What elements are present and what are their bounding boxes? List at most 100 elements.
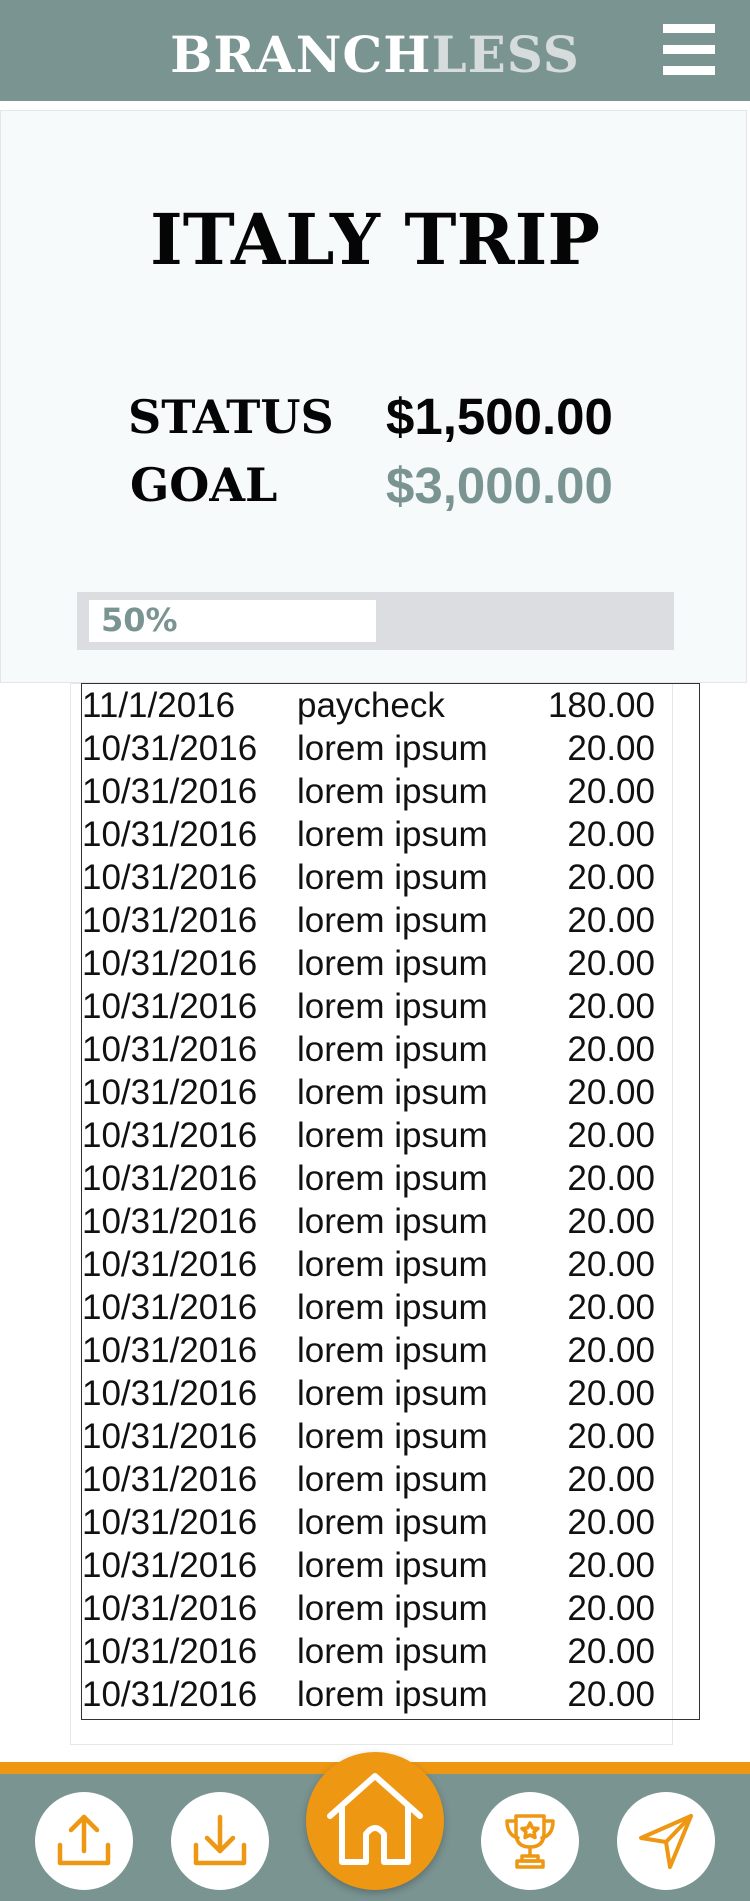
transaction-description: lorem ipsum (297, 1116, 488, 1155)
transaction-date: 10/31/2016 (82, 1030, 258, 1069)
transaction-description: paycheck (297, 686, 445, 725)
status-amount: $1,500.00 (386, 388, 613, 445)
transaction-description: lorem ipsum (297, 1331, 488, 1370)
transaction-amount: 20.00 (567, 815, 655, 854)
transactions-list[interactable]: 11/1/2016 paycheck 180.00 10/31/2016 lorem i… (81, 683, 700, 1720)
home-icon (327, 1773, 423, 1865)
transaction-date: 10/31/2016 (82, 1460, 258, 1499)
transaction-description: lorem ipsum (297, 1288, 488, 1327)
transaction-description: lorem ipsum (297, 1374, 488, 1413)
transaction-date: 10/31/2016 (82, 1288, 258, 1327)
progress-bar: 50% (77, 592, 674, 650)
transaction-row[interactable]: 10/31/2016 lorem ipsum 20.00 (82, 942, 699, 985)
transaction-amount: 20.00 (567, 1417, 655, 1456)
brand-primary: BRANCH (170, 25, 432, 84)
transaction-row[interactable]: 10/31/2016 lorem ipsum 20.00 (82, 1544, 699, 1587)
transaction-date: 10/31/2016 (82, 1159, 258, 1198)
transaction-date: 10/31/2016 (82, 858, 258, 897)
transaction-row[interactable]: 10/31/2016 lorem ipsum 20.00 (82, 1630, 699, 1673)
transaction-row[interactable]: 10/31/2016 lorem ipsum 20.00 (82, 1415, 699, 1458)
transaction-amount: 20.00 (567, 1503, 655, 1542)
transaction-row[interactable]: 10/31/2016 lorem ipsum 20.00 (82, 1114, 699, 1157)
transaction-date: 10/31/2016 (82, 1331, 258, 1370)
transaction-date: 10/31/2016 (82, 1632, 258, 1671)
transaction-date: 10/31/2016 (82, 1374, 258, 1413)
transaction-amount: 180.00 (547, 686, 655, 725)
transaction-amount: 20.00 (567, 944, 655, 983)
transaction-date: 10/31/2016 (82, 1417, 258, 1456)
brand-logo: BRANCHLESS (0, 30, 750, 80)
transaction-amount: 20.00 (567, 1632, 655, 1671)
transaction-row[interactable]: 10/31/2016 lorem ipsum 20.00 (82, 1028, 699, 1071)
transaction-amount: 20.00 (567, 1030, 655, 1069)
transaction-description: lorem ipsum (297, 858, 488, 897)
transaction-description: lorem ipsum (297, 1503, 488, 1542)
progress-bar-fill (89, 600, 376, 642)
transaction-row[interactable]: 10/31/2016 lorem ipsum 20.00 (82, 770, 699, 813)
transaction-description: lorem ipsum (297, 1632, 488, 1671)
send-button[interactable] (617, 1792, 715, 1890)
transaction-date: 10/31/2016 (82, 944, 258, 983)
transaction-date: 10/31/2016 (82, 729, 258, 768)
transaction-amount: 20.00 (567, 1460, 655, 1499)
transaction-row[interactable]: 10/31/2016 lorem ipsum 20.00 (82, 1372, 699, 1415)
transaction-amount: 20.00 (567, 1202, 655, 1241)
transaction-amount: 20.00 (567, 1116, 655, 1155)
transaction-description: lorem ipsum (297, 1159, 488, 1198)
transaction-amount: 20.00 (567, 1331, 655, 1370)
transaction-description: lorem ipsum (297, 1589, 488, 1628)
transaction-row[interactable]: 10/31/2016 lorem ipsum 20.00 (82, 1071, 699, 1114)
transaction-date: 10/31/2016 (82, 772, 258, 811)
transaction-row[interactable]: 10/31/2016 lorem ipsum 20.00 (82, 1243, 699, 1286)
transaction-row[interactable]: 10/31/2016 lorem ipsum 20.00 (82, 727, 699, 770)
trophy-icon (505, 1814, 555, 1869)
transaction-date: 10/31/2016 (82, 901, 258, 940)
transaction-row[interactable]: 10/31/2016 lorem ipsum 20.00 (82, 856, 699, 899)
transaction-row[interactable]: 10/31/2016 lorem ipsum 20.00 (82, 1286, 699, 1329)
transaction-row[interactable]: 10/31/2016 lorem ipsum 20.00 (82, 1329, 699, 1372)
transaction-description: lorem ipsum (297, 1073, 488, 1112)
transaction-row[interactable]: 11/1/2016 paycheck 180.00 (82, 684, 699, 727)
transaction-description: lorem ipsum (297, 1675, 488, 1714)
goal-card (0, 110, 747, 683)
upload-button[interactable] (35, 1792, 133, 1890)
transaction-description: lorem ipsum (297, 1546, 488, 1585)
transaction-amount: 20.00 (567, 1675, 655, 1714)
transaction-amount: 20.00 (567, 729, 655, 768)
transaction-row[interactable]: 10/31/2016 lorem ipsum 20.00 (82, 1673, 699, 1716)
transaction-amount: 20.00 (567, 1374, 655, 1413)
download-icon (193, 1814, 247, 1866)
transaction-amount: 20.00 (567, 772, 655, 811)
send-icon (639, 1814, 693, 1869)
progress-label: 50% (101, 601, 178, 639)
transaction-row[interactable]: 10/31/2016 lorem ipsum 20.00 (82, 1587, 699, 1630)
transaction-row[interactable]: 10/31/2016 lorem ipsum 20.00 (82, 1501, 699, 1544)
transaction-date: 10/31/2016 (82, 1675, 258, 1714)
goal-amount: $3,000.00 (386, 457, 613, 514)
hamburger-menu-icon[interactable] (660, 24, 718, 76)
transaction-row[interactable]: 10/31/2016 lorem ipsum 20.00 (82, 1157, 699, 1200)
transaction-date: 11/1/2016 (82, 686, 236, 725)
app-header: BRANCHLESS (0, 0, 750, 101)
transaction-date: 10/31/2016 (82, 1503, 258, 1542)
trophy-button[interactable] (481, 1792, 579, 1890)
transaction-description: lorem ipsum (297, 1245, 488, 1284)
home-button[interactable] (306, 1752, 444, 1890)
transaction-date: 10/31/2016 (82, 1245, 258, 1284)
transaction-row[interactable]: 10/31/2016 lorem ipsum 20.00 (82, 1458, 699, 1501)
transaction-date: 10/31/2016 (82, 1546, 258, 1585)
transaction-description: lorem ipsum (297, 772, 488, 811)
transaction-description: lorem ipsum (297, 1417, 488, 1456)
transaction-row[interactable]: 10/31/2016 lorem ipsum 20.00 (82, 1200, 699, 1243)
transaction-description: lorem ipsum (297, 1030, 488, 1069)
transaction-date: 10/31/2016 (82, 1589, 258, 1628)
transaction-amount: 20.00 (567, 1589, 655, 1628)
transaction-row[interactable]: 10/31/2016 lorem ipsum 20.00 (82, 985, 699, 1028)
download-button[interactable] (171, 1792, 269, 1890)
transaction-amount: 20.00 (567, 901, 655, 940)
transaction-row[interactable]: 10/31/2016 lorem ipsum 20.00 (82, 899, 699, 942)
upload-icon (57, 1814, 111, 1866)
transaction-description: lorem ipsum (297, 987, 488, 1026)
transaction-description: lorem ipsum (297, 729, 488, 768)
transaction-row[interactable]: 10/31/2016 lorem ipsum 20.00 (82, 813, 699, 856)
